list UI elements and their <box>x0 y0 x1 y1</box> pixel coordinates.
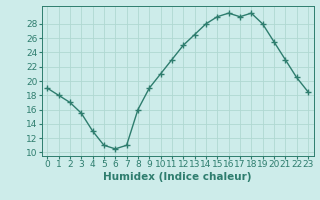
X-axis label: Humidex (Indice chaleur): Humidex (Indice chaleur) <box>103 172 252 182</box>
